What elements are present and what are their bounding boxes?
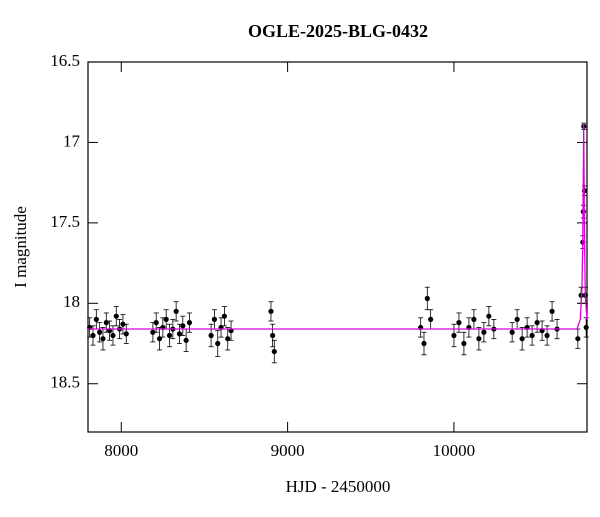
y-tick-label: 17 — [63, 131, 81, 150]
data-point — [268, 308, 274, 314]
data-point — [534, 320, 540, 326]
data-point — [183, 337, 189, 343]
data-point — [461, 340, 467, 347]
data-point — [166, 332, 173, 339]
data-point — [90, 332, 96, 339]
data-point — [113, 313, 119, 319]
data-point — [424, 295, 430, 302]
data-point — [180, 323, 186, 329]
data-point — [544, 332, 550, 339]
data-point — [456, 320, 462, 326]
data-point — [93, 316, 99, 322]
data-point — [509, 329, 515, 335]
data-point — [163, 316, 169, 322]
y-tick-label: 16.5 — [50, 51, 80, 70]
x-tick-label: 8000 — [104, 441, 138, 460]
x-tick-label: 9000 — [271, 441, 305, 460]
y-axis-label: I magnitude — [11, 206, 30, 288]
chart-title: OGLE-2025-BLG-0432 — [248, 21, 428, 41]
data-point — [451, 332, 457, 339]
data-point — [123, 331, 129, 337]
data-point — [97, 329, 103, 335]
data-point — [486, 313, 492, 319]
data-point — [186, 320, 193, 326]
data-point — [120, 321, 126, 327]
data-point — [153, 320, 159, 326]
data-point — [150, 329, 156, 335]
data-point — [211, 316, 218, 322]
data-point — [549, 308, 555, 314]
data-point — [221, 313, 227, 319]
model-curve — [88, 123, 588, 330]
data-point — [476, 336, 482, 342]
data-point — [529, 332, 535, 339]
data-point — [270, 332, 276, 339]
data-point — [575, 336, 581, 342]
data-point — [100, 336, 106, 342]
y-tick-label: 17.5 — [50, 212, 80, 231]
y-tick-label: 18 — [63, 292, 80, 311]
data-point — [481, 329, 487, 335]
data-point — [173, 308, 179, 314]
x-tick-label: 10000 — [433, 441, 476, 460]
data-point — [428, 316, 434, 322]
data-point — [471, 316, 477, 322]
data-point — [519, 336, 525, 342]
data-point — [215, 340, 221, 347]
data-point — [271, 348, 277, 355]
plot-frame — [87, 61, 588, 433]
data-point — [110, 332, 116, 339]
data-point — [208, 332, 214, 339]
x-axis-label: HJD - 2450000 — [286, 477, 391, 496]
y-tick-label: 18.5 — [50, 373, 80, 392]
data-point — [421, 340, 427, 347]
data-point — [583, 324, 589, 331]
data-point — [514, 316, 520, 322]
